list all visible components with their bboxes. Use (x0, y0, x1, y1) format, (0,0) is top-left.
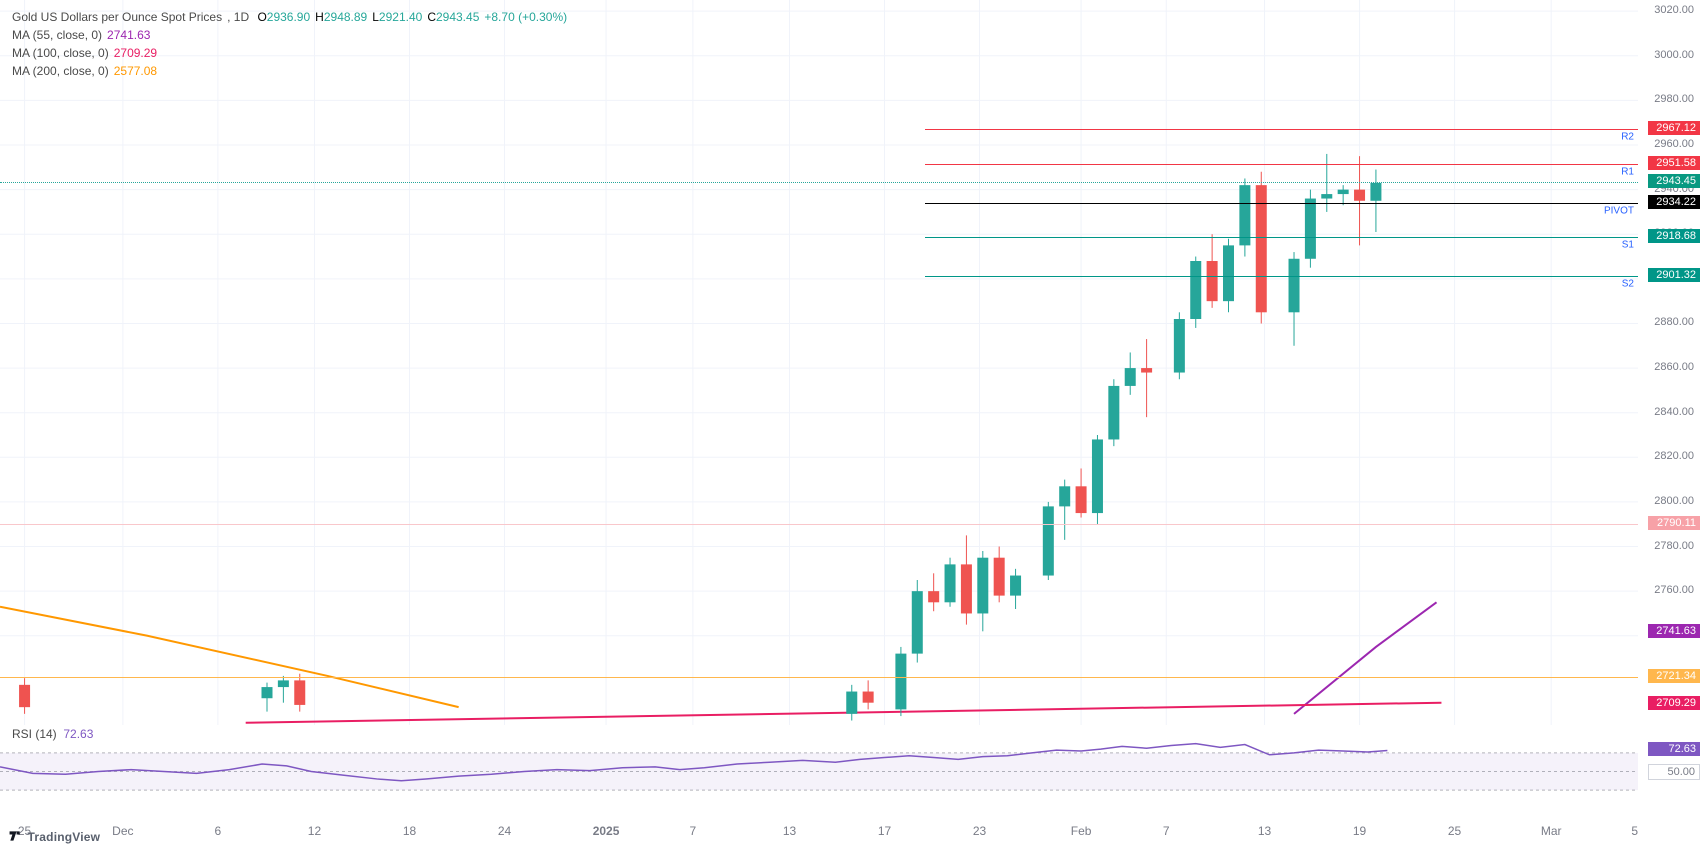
price-tag: 2967.12 (1648, 121, 1700, 135)
pivot-label-r1: R1 (1621, 166, 1634, 177)
time-axis[interactable]: 25Dec612182420257131723Feb7131925Mar5 (0, 818, 1638, 846)
price-tag: 2951.58 (1648, 156, 1700, 170)
price-tag: 2943.45 (1648, 174, 1700, 188)
tradingview-attribution[interactable]: TradingView (8, 829, 100, 844)
legend-panel: Gold US Dollars per Ounce Spot Prices , … (12, 8, 567, 80)
horizontal-line[interactable] (0, 524, 1638, 525)
x-axis-tick: Dec (112, 824, 133, 838)
price-tag: 2934.22 (1648, 195, 1700, 209)
price-tag: 2721.34 (1648, 669, 1700, 683)
y-axis-tick: 2980.00 (1654, 93, 1694, 105)
price-tag: 2918.68 (1648, 229, 1700, 243)
symbol-legend-row[interactable]: Gold US Dollars per Ounce Spot Prices , … (12, 8, 567, 26)
y-axis-tick: 3000.00 (1654, 49, 1694, 61)
rsi-tag: 50.00 (1648, 764, 1700, 780)
symbol-name: Gold US Dollars per Ounce Spot Prices (12, 8, 222, 26)
price-tag: 2901.32 (1648, 268, 1700, 282)
pivot-line-r1[interactable] (925, 164, 1638, 165)
ohlc-close: C2943.45 (427, 8, 479, 26)
ma100-legend[interactable]: MA (100, close, 0) 2709.29 (12, 44, 567, 62)
x-axis-tick: 19 (1353, 824, 1366, 838)
ohlc-change: +8.70 (+0.30%) (484, 8, 567, 26)
x-axis-tick: 12 (308, 824, 321, 838)
tradingview-logo-icon (8, 829, 22, 843)
x-axis-tick: 7 (1163, 824, 1170, 838)
period: , 1D (227, 8, 249, 26)
price-tag: 2709.29 (1648, 696, 1700, 710)
y-axis-tick: 2840.00 (1654, 406, 1694, 418)
pivot-label-r2: R2 (1621, 132, 1634, 143)
ohlc-open: O2936.90 (254, 8, 310, 26)
x-axis-tick: 24 (498, 824, 511, 838)
x-axis-tick: 2025 (593, 824, 620, 838)
x-axis-tick: 25 (1448, 824, 1461, 838)
ma200-legend[interactable]: MA (200, close, 0) 2577.08 (12, 62, 567, 80)
y-axis-tick: 3020.00 (1654, 4, 1694, 16)
x-axis-tick: Feb (1071, 824, 1092, 838)
x-axis-tick: 18 (403, 824, 416, 838)
x-axis-tick: 17 (878, 824, 891, 838)
x-axis-tick: 6 (215, 824, 222, 838)
pivot-label-s1: S1 (1622, 240, 1634, 251)
rsi-pane[interactable] (0, 725, 1638, 818)
y-axis-tick: 2760.00 (1654, 584, 1694, 596)
rsi-svg (0, 725, 1638, 818)
y-axis-tick: 2880.00 (1654, 316, 1694, 328)
main-chart-pane[interactable]: R2 R1 PIVOT S1 S2 (0, 0, 1638, 725)
horizontal-line[interactable] (0, 677, 1638, 678)
x-axis-tick: 7 (690, 824, 697, 838)
rsi-legend[interactable]: RSI (14) 72.63 (12, 727, 93, 741)
y-axis-tick: 2860.00 (1654, 361, 1694, 373)
y-axis-tick: 2960.00 (1654, 138, 1694, 150)
x-axis-tick: 13 (1258, 824, 1271, 838)
x-axis-tick: Mar (1541, 824, 1562, 838)
y-axis-tick: 2800.00 (1654, 495, 1694, 507)
price-tag: 2741.63 (1648, 624, 1700, 638)
current-price-line (0, 182, 1638, 183)
pivot-line-pivot[interactable] (925, 203, 1638, 205)
main-chart-svg (0, 0, 1638, 725)
pivot-label-pivot: PIVOT (1604, 205, 1634, 216)
ma55-legend[interactable]: MA (55, close, 0) 2741.63 (12, 26, 567, 44)
y-axis-tick: 2780.00 (1654, 540, 1694, 552)
x-axis-tick: 23 (973, 824, 986, 838)
pivot-line-s1[interactable] (925, 237, 1638, 238)
x-axis-tick: 5 (1631, 824, 1638, 838)
rsi-tag: 72.63 (1648, 742, 1700, 756)
pivot-label-s2: S2 (1622, 278, 1634, 289)
y-axis-tick: 2820.00 (1654, 450, 1694, 462)
price-tag: 2790.11 (1648, 516, 1700, 530)
pivot-line-r2[interactable] (925, 129, 1638, 130)
ohlc-low: L2921.40 (372, 8, 422, 26)
ohlc-high: H2948.89 (315, 8, 367, 26)
chart-container: Gold US Dollars per Ounce Spot Prices , … (0, 0, 1700, 846)
x-axis-tick: 13 (783, 824, 796, 838)
price-axis[interactable]: 3020.003000.002980.002960.002940.002920.… (1638, 0, 1700, 846)
pivot-line-s2[interactable] (925, 276, 1638, 277)
